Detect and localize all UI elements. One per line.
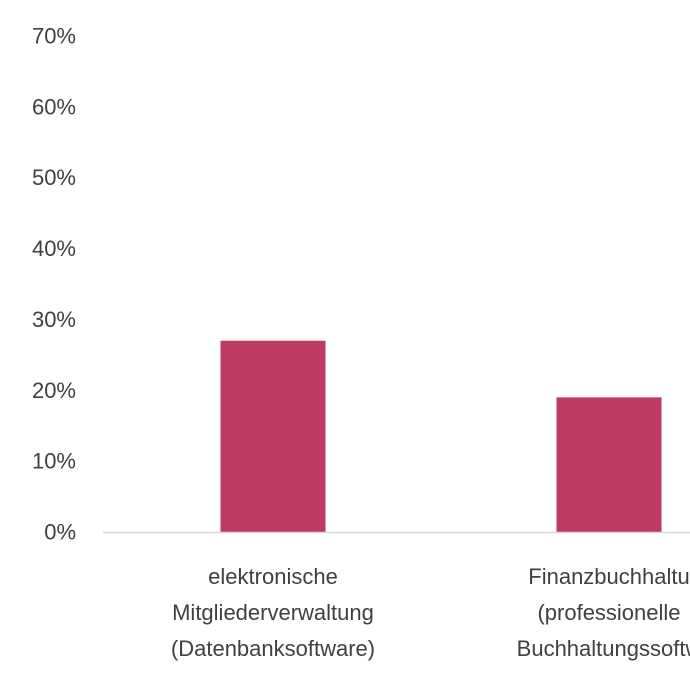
x-category-label: (Datenbanksoftware)	[171, 636, 375, 661]
bar	[220, 340, 326, 532]
y-tick-label: 60%	[32, 94, 76, 119]
y-tick-label: 20%	[32, 378, 76, 403]
y-tick-label: 70%	[32, 24, 76, 49]
x-category-label: Buchhaltungssoftw	[517, 636, 690, 661]
x-category-label: Mitgliederverwaltung	[172, 600, 374, 625]
y-tick-label: 40%	[32, 236, 76, 261]
bars	[220, 340, 662, 532]
bar	[556, 397, 662, 532]
y-tick-label: 50%	[32, 165, 76, 190]
y-axis-tick-labels: 0% 10% 20% 30% 40% 50% 60% 70%	[32, 24, 76, 545]
y-tick-label: 10%	[32, 449, 76, 474]
x-category-label: elektronische	[208, 564, 338, 589]
y-tick-label: 30%	[32, 307, 76, 332]
y-tick-label: 0%	[44, 520, 76, 545]
x-axis-category-labels: elektronische Mitgliederverwaltung (Datenb…	[171, 564, 690, 661]
x-category-label: Finanzbuchhaltu	[528, 564, 689, 589]
x-category-label: (professionelle	[537, 600, 680, 625]
